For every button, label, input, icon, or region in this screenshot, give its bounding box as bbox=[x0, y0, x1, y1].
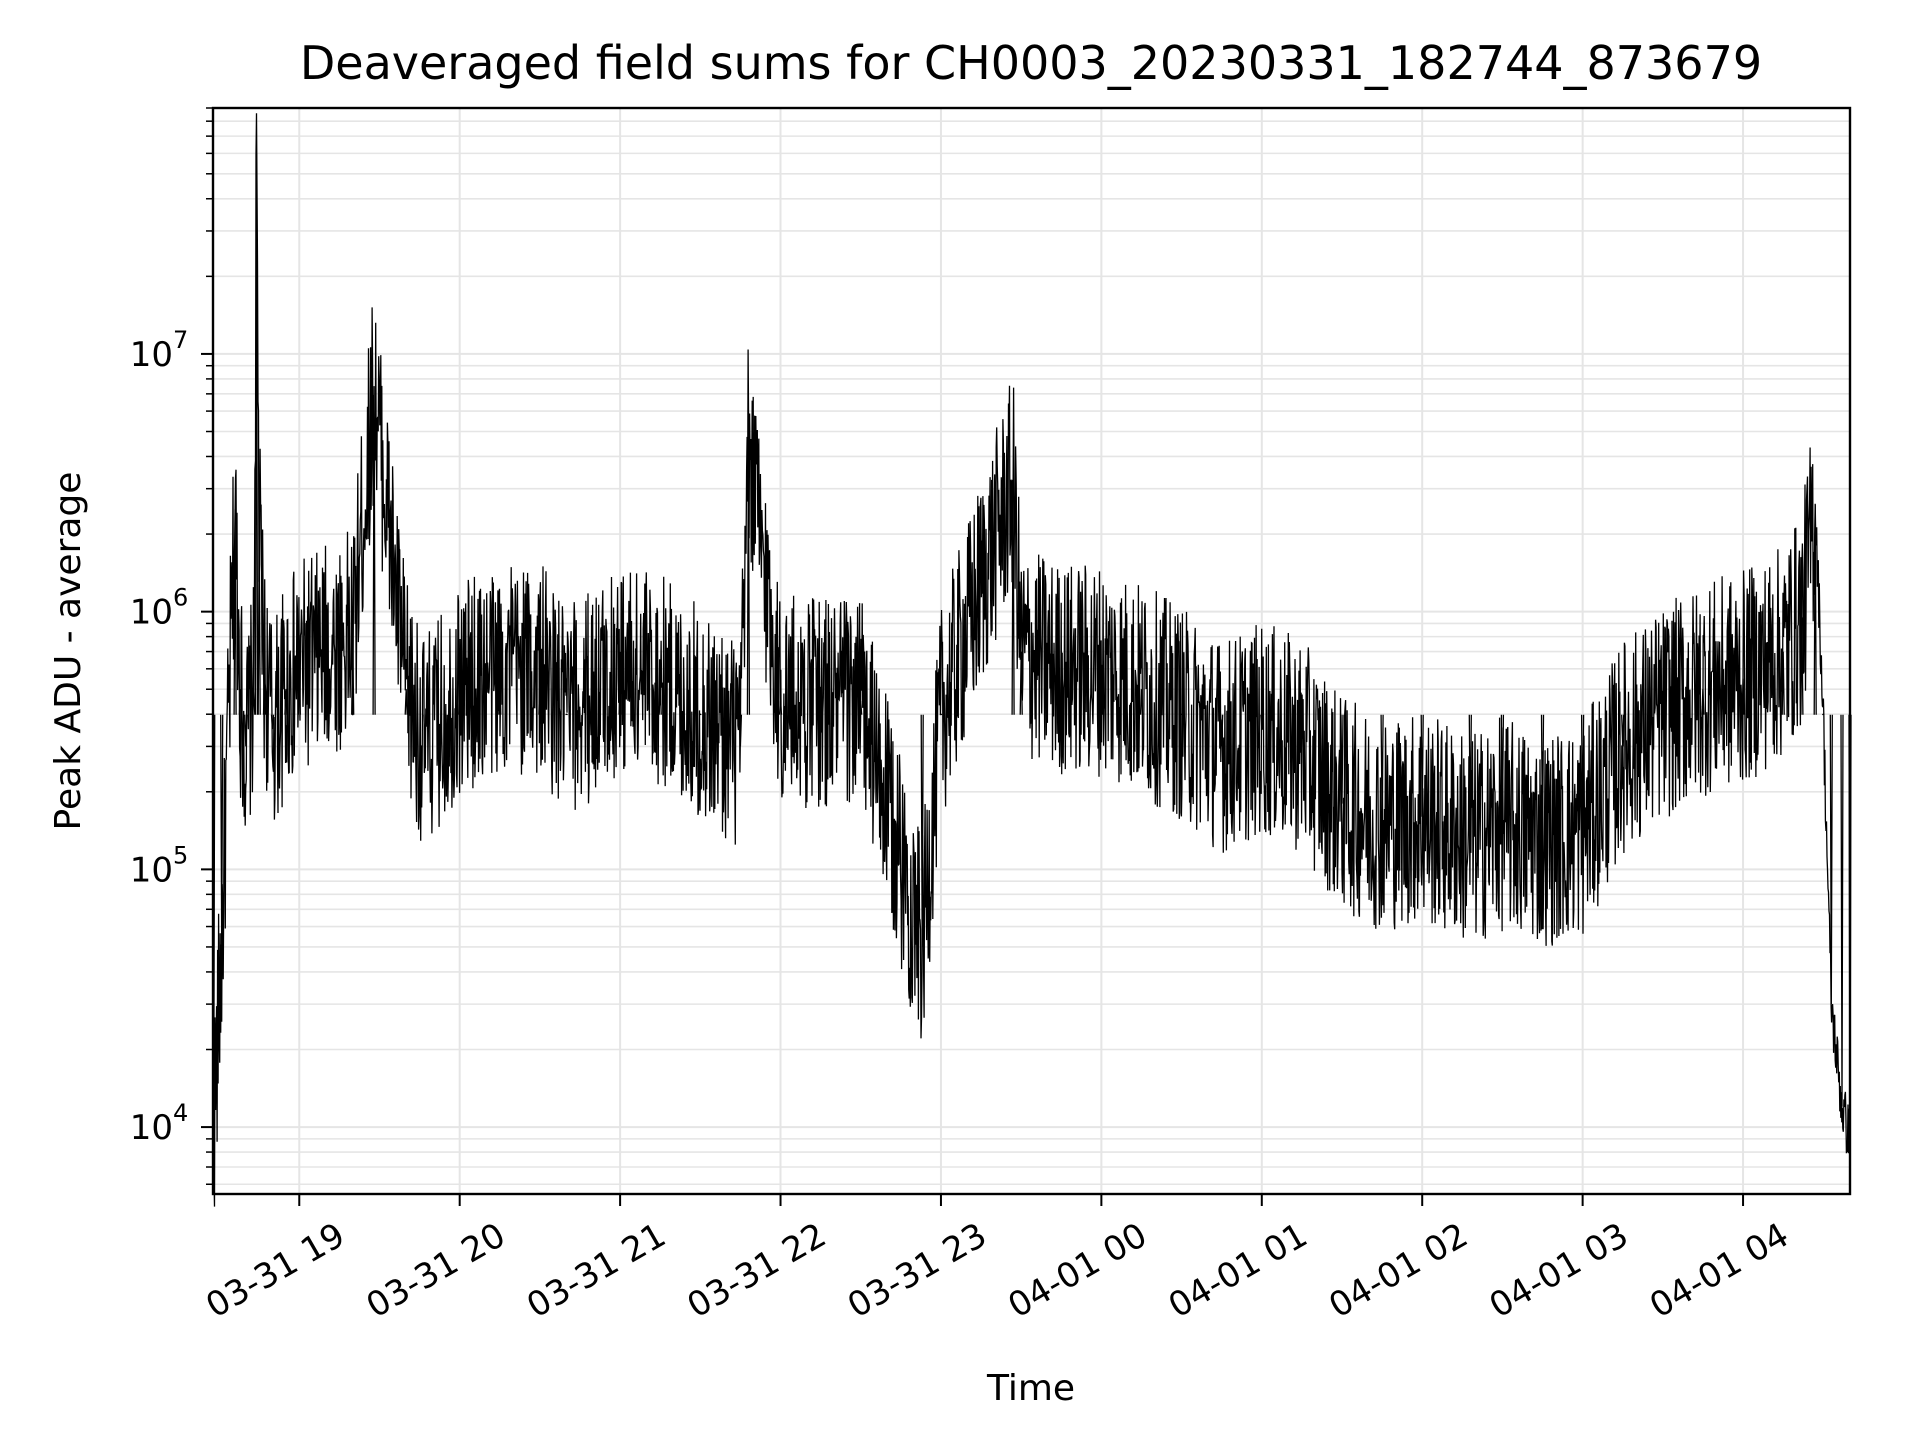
x-axis-title: Time bbox=[986, 1368, 1075, 1409]
series-layer bbox=[212, 113, 1852, 1207]
x-tick-label: 04-01 04 bbox=[1643, 1215, 1795, 1326]
y-tick-exponent: 6 bbox=[173, 584, 188, 612]
y-tick-exponent: 4 bbox=[173, 1099, 188, 1127]
x-tick-label: 03-31 23 bbox=[841, 1215, 993, 1326]
x-tick-label: 03-31 19 bbox=[199, 1215, 351, 1326]
x-tick-label: 03-31 21 bbox=[520, 1215, 672, 1326]
y-tick-label: 10 bbox=[130, 335, 173, 375]
y-tick-exponent: 7 bbox=[173, 326, 188, 354]
y-tick-exponent: 5 bbox=[173, 841, 188, 869]
grid bbox=[213, 107, 1850, 1194]
x-tick-label: 03-31 22 bbox=[681, 1215, 833, 1326]
y-tick-label: 10 bbox=[130, 1108, 173, 1148]
series-line bbox=[212, 113, 1851, 1207]
x-tick-label: 04-01 01 bbox=[1162, 1215, 1314, 1326]
x-tick-label: 04-01 00 bbox=[1001, 1215, 1153, 1326]
chart-title: Deaveraged field sums for CH0003_2023033… bbox=[300, 36, 1762, 90]
y-axis-title: Peak ADU - average bbox=[48, 472, 89, 831]
y-tick-label: 10 bbox=[130, 850, 173, 890]
x-tick-label: 04-01 02 bbox=[1322, 1215, 1474, 1326]
x-tick-label: 04-01 03 bbox=[1483, 1215, 1635, 1326]
x-tick-label: 03-31 20 bbox=[360, 1215, 512, 1326]
y-tick-label: 10 bbox=[130, 593, 173, 633]
